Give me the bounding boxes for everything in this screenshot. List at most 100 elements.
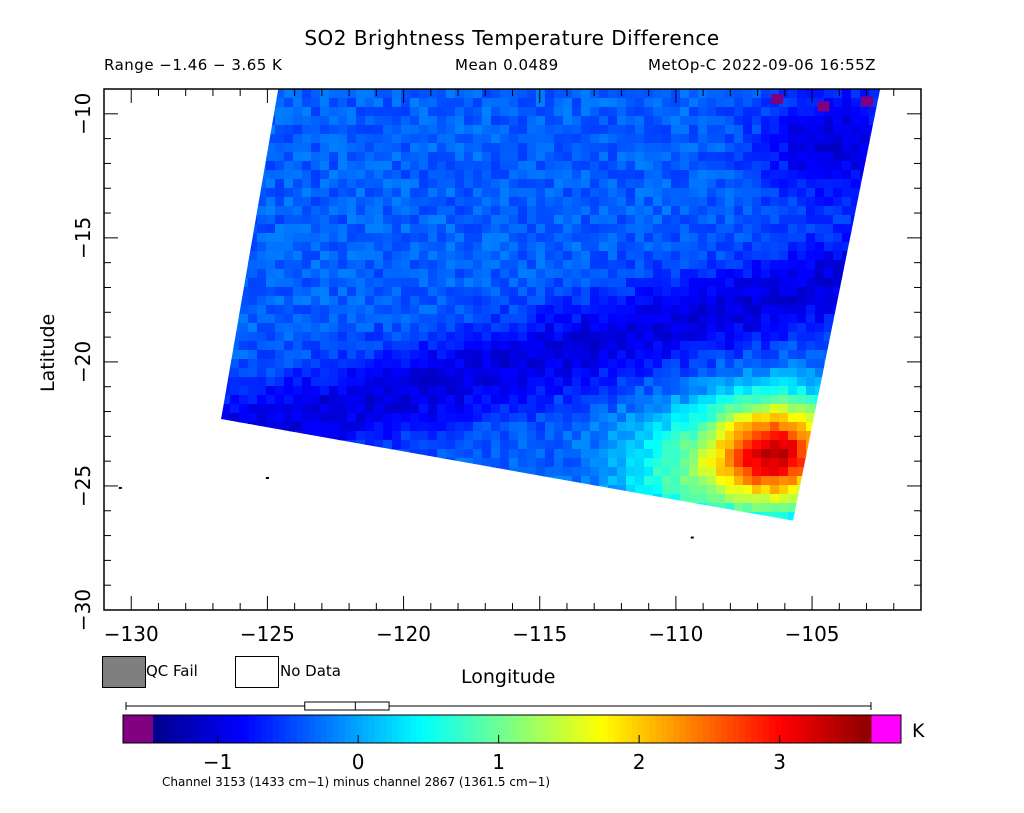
swath-pixel (176, 422, 186, 432)
swath-pixel (716, 242, 726, 252)
swath-pixel (869, 458, 879, 468)
swath-pixel (437, 566, 447, 576)
swath-pixel (266, 467, 276, 477)
swath-pixel (725, 314, 735, 324)
swath-pixel (635, 539, 645, 549)
swath-pixel (410, 233, 420, 243)
swath-pixel (761, 125, 771, 135)
swath-pixel (248, 512, 258, 521)
swath-pixel (392, 206, 402, 216)
swath-pixel (590, 134, 600, 144)
swath-pixel (743, 413, 753, 423)
swath-pixel (788, 521, 798, 531)
swath-pixel (545, 260, 555, 270)
swath-pixel (383, 359, 393, 369)
swath-pixel (671, 188, 681, 198)
swath-pixel (617, 467, 627, 477)
swath-pixel (842, 503, 852, 513)
swath-pixel (536, 539, 546, 549)
swath-pixel (266, 323, 276, 333)
swath-pixel (455, 188, 465, 198)
swath-pixel (140, 503, 150, 513)
swath-pixel (176, 98, 186, 108)
swath-pixel (536, 197, 546, 207)
swath-pixel (284, 566, 294, 576)
swath-pixel (203, 305, 213, 315)
swath-pixel (743, 269, 753, 279)
swath-pixel (635, 485, 645, 495)
swath-pixel (662, 377, 672, 387)
swath-pixel (617, 566, 627, 576)
swath-pixel (554, 332, 564, 342)
swath-pixel (122, 323, 132, 333)
swath-pixel (365, 89, 375, 99)
swath-pixel (401, 557, 411, 567)
swath-pixel (176, 152, 186, 162)
swath-pixel (131, 413, 141, 423)
swath-pixel (716, 503, 726, 513)
swath-pixel (383, 305, 393, 315)
swath-pixel (851, 296, 861, 306)
swath-pixel (401, 296, 411, 306)
swath-pixel (356, 386, 366, 396)
swath-pixel (554, 134, 564, 144)
swath-pixel (428, 359, 438, 369)
swath-pixel (365, 242, 375, 252)
swath-pixel (860, 170, 870, 180)
swath-pixel (491, 485, 501, 495)
swath-pixel (194, 224, 204, 234)
swath-pixel (635, 503, 645, 513)
swath-pixel (599, 116, 609, 126)
swath-pixel (158, 413, 168, 423)
swath-pixel (383, 377, 393, 387)
swath-pixel (806, 206, 816, 216)
swath-pixel (878, 197, 881, 207)
swath-pixel (518, 467, 528, 477)
swath-pixel (149, 431, 159, 441)
swath-pixel (293, 368, 303, 378)
swath-pixel (680, 251, 690, 261)
swath-pixel (221, 98, 222, 108)
swath-pixel (581, 116, 591, 126)
swath-pixel (176, 467, 186, 477)
swath-pixel (752, 152, 762, 162)
swath-pixel (500, 368, 510, 378)
swath-pixel (707, 278, 717, 288)
swath-pixel (869, 116, 879, 126)
swath-pixel (815, 251, 825, 261)
swath-pixel (176, 431, 186, 441)
swath-pixel (257, 521, 267, 531)
swath-pixel (311, 143, 321, 153)
swath-pixel (635, 224, 645, 234)
swath-pixel (914, 521, 924, 531)
swath-pixel (689, 134, 699, 144)
swath-pixel (203, 332, 213, 342)
swath-pixel (509, 296, 519, 306)
swath-pixel (905, 512, 915, 522)
swath-pixel (104, 467, 114, 477)
swath-pixel (662, 107, 672, 117)
swath-pixel (194, 143, 204, 153)
swath-pixel (734, 260, 744, 270)
swath-pixel (482, 359, 492, 369)
swath-pixel (671, 512, 681, 521)
swath-pixel (599, 260, 609, 270)
swath-pixel (653, 566, 663, 576)
swath-pixel (500, 431, 510, 441)
swath-pixel (311, 503, 321, 513)
swath-pixel (356, 485, 366, 495)
swath-pixel (878, 557, 888, 567)
swath-pixel (698, 125, 708, 135)
swath-pixel (527, 197, 537, 207)
swath-pixel (698, 458, 708, 468)
swath-pixel (230, 152, 240, 162)
swath-pixel (329, 89, 339, 99)
swath-pixel (716, 224, 726, 234)
swath-pixel (329, 467, 339, 477)
swath-pixel (905, 377, 915, 387)
swath-pixel (833, 467, 843, 477)
swath-pixel (275, 521, 285, 531)
swath-pixel (887, 476, 897, 486)
swath-pixel (275, 404, 285, 414)
swath-pixel (167, 323, 177, 333)
